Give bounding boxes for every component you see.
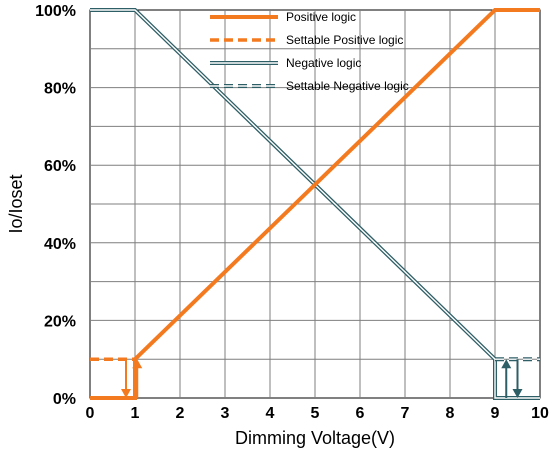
x-tick-label: 6 bbox=[356, 405, 365, 422]
x-tick-label: 8 bbox=[446, 405, 455, 422]
x-tick-label: 7 bbox=[401, 405, 410, 422]
y-axis-title: Io/Ioset bbox=[6, 174, 26, 233]
x-axis-title: Dimming Voltage(V) bbox=[235, 428, 395, 448]
grid bbox=[90, 10, 540, 398]
series-positive-logic bbox=[90, 8, 540, 400]
legend-label: Settable Negative logic bbox=[286, 79, 409, 93]
x-tick-label: 5 bbox=[311, 405, 320, 422]
x-tick-label: 3 bbox=[221, 405, 230, 422]
legend-label: Positive logic bbox=[286, 10, 356, 24]
y-tick-label: 0% bbox=[53, 391, 76, 408]
adjust-arrow bbox=[121, 359, 131, 398]
y-tick-label: 20% bbox=[44, 313, 76, 330]
legend: Positive logic Settable Positive logic Neg… bbox=[210, 10, 409, 93]
legend-item: Settable Negative logic bbox=[210, 79, 409, 93]
x-tick-label: 1 bbox=[131, 405, 140, 422]
legend-label: Settable Positive logic bbox=[286, 33, 403, 47]
legend-label: Negative logic bbox=[286, 56, 361, 70]
y-tick-label: 100% bbox=[35, 3, 76, 20]
series-lines bbox=[90, 8, 540, 400]
arrow-head bbox=[121, 389, 131, 398]
adjust-arrow bbox=[132, 359, 143, 398]
legend-item: Negative logic bbox=[210, 56, 361, 70]
x-tick-labels: 0 1 2 3 4 5 6 7 8 9 10 bbox=[86, 405, 549, 422]
y-tick-labels: 0% 20% 40% 60% 80% 100% bbox=[35, 3, 76, 408]
adjust-arrow bbox=[501, 359, 512, 398]
arrow-head bbox=[501, 359, 512, 369]
x-tick-label: 10 bbox=[531, 405, 549, 422]
adjust-arrow bbox=[512, 359, 523, 398]
x-tick-label: 0 bbox=[86, 405, 95, 422]
y-tick-label: 40% bbox=[44, 236, 76, 253]
x-tick-label: 9 bbox=[491, 405, 500, 422]
y-tick-label: 60% bbox=[44, 158, 76, 175]
legend-item: Settable Positive logic bbox=[210, 33, 403, 47]
x-tick-label: 2 bbox=[176, 405, 185, 422]
legend-item: Positive logic bbox=[210, 10, 356, 24]
y-tick-label: 80% bbox=[44, 81, 76, 98]
x-tick-label: 4 bbox=[266, 405, 275, 422]
arrow-head bbox=[512, 389, 523, 398]
adjust-arrows bbox=[121, 359, 523, 398]
arrow-head bbox=[132, 359, 143, 369]
